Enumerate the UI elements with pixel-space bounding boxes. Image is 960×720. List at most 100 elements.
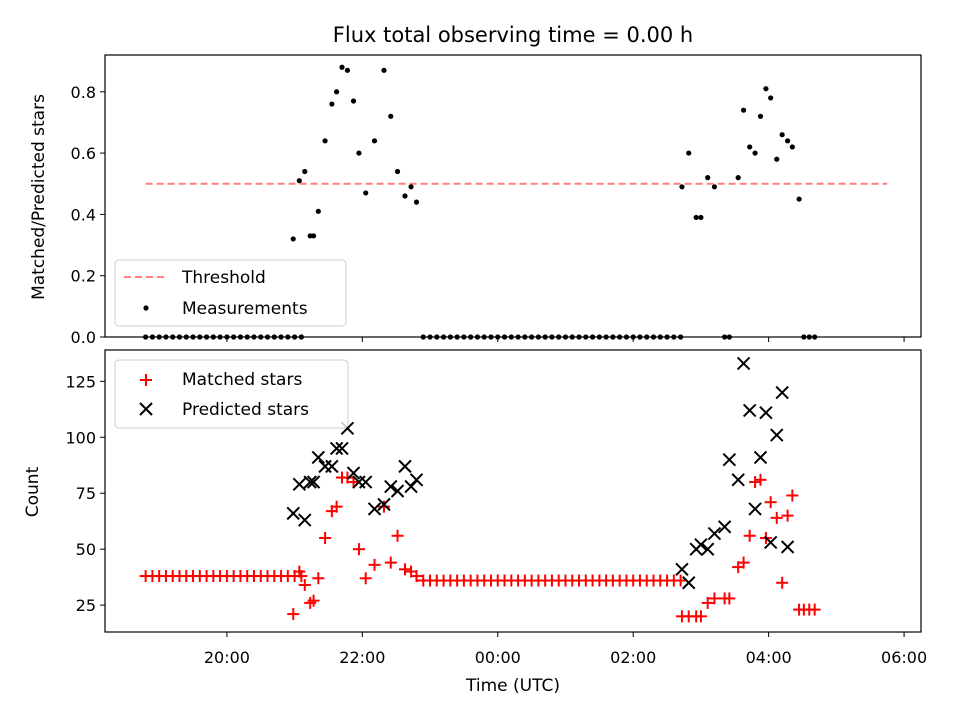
predicted-point (311, 450, 326, 465)
measurement-point (789, 144, 795, 150)
bottom-axes-frame (104, 349, 922, 633)
measurement-point (796, 196, 802, 202)
matched-point (359, 572, 372, 585)
predicted-point (682, 576, 696, 590)
predicted-point (367, 502, 382, 516)
chart-title: Flux total observing time = 0.00 h (333, 23, 693, 47)
predicted-point (731, 473, 745, 487)
predicted-point (359, 475, 373, 489)
measurement-point (315, 208, 321, 214)
matched-point (770, 511, 783, 524)
predicted-point (759, 405, 773, 420)
measurement-point (413, 199, 420, 205)
matched-point (347, 476, 360, 489)
predicted-point (335, 441, 349, 456)
y-tick-label: 75 (76, 484, 96, 503)
predicted-point (303, 475, 317, 489)
predicted-point (780, 540, 795, 554)
predicted-point (346, 466, 361, 480)
matched-point (743, 529, 756, 542)
measurement-point (735, 175, 741, 181)
measurement-point (747, 144, 753, 150)
predicted-point (292, 477, 307, 491)
matched-point (377, 500, 390, 513)
predicted-point (775, 385, 789, 400)
predicted-point (390, 484, 405, 498)
matched-point (694, 610, 707, 623)
matched-point (708, 592, 721, 605)
measurement-point (779, 132, 785, 138)
matched-point (330, 500, 343, 513)
measurement-point (350, 98, 357, 104)
predicted-point (329, 441, 344, 456)
y-tick-label: 0.2 (71, 267, 96, 286)
matched-point (319, 532, 332, 544)
measurement-point (763, 86, 769, 92)
measurement-point (698, 214, 704, 221)
matched-point (764, 496, 777, 509)
y-tick-label: 0.0 (71, 328, 96, 347)
measurement-point (752, 150, 758, 156)
y-tick-label: 50 (76, 540, 96, 559)
legend-predicted-label: Predicted stars (182, 400, 309, 420)
matched-point (737, 556, 750, 569)
measurement-point (339, 64, 345, 70)
matched-point (808, 603, 821, 616)
top-panel: Flux total observing time = 0.00 h Match… (29, 23, 922, 347)
measurement-point (356, 150, 362, 156)
predicted-point (325, 459, 339, 474)
matched-point (368, 558, 381, 571)
y-tick-label: 0.6 (71, 144, 96, 163)
measurement-point (679, 184, 685, 190)
matched-point (312, 572, 325, 585)
measurement-point (408, 184, 414, 190)
predicted-point (763, 535, 778, 550)
y-tick-label: 0.8 (71, 83, 96, 102)
predicted-point (770, 428, 784, 442)
predicted-point (717, 520, 732, 534)
y-tick-label: 100 (65, 428, 96, 447)
measurement-point (402, 193, 408, 199)
y-tick-label: 25 (76, 596, 96, 615)
predicted-point (700, 542, 715, 556)
predicted-point (398, 459, 412, 474)
matched-point (398, 563, 411, 576)
matched-point (674, 574, 687, 587)
matched-point (410, 570, 423, 583)
y-tick-label: 125 (65, 372, 96, 391)
y-tick-label: 0.4 (71, 205, 96, 224)
predicted-point (722, 452, 737, 467)
measurement-point (757, 113, 764, 119)
measurement-point (329, 101, 335, 107)
measurement-point (381, 67, 387, 73)
measurement-point (363, 190, 369, 196)
legend-matched-label: Matched stars (182, 370, 302, 390)
bottom-y-axis-label: Count (23, 466, 43, 517)
predicted-point (736, 356, 751, 371)
predicted-point (675, 562, 689, 577)
measurement-point (784, 138, 791, 144)
measurement-point (693, 214, 699, 221)
matched-point (352, 543, 365, 556)
x-tick-label: 22:00 (339, 648, 385, 667)
measurement-point (344, 67, 351, 73)
x-tick-label: 00:00 (475, 648, 521, 667)
x-tick-label: 02:00 (610, 648, 656, 667)
predicted-point (286, 506, 300, 521)
measurement-point (705, 175, 711, 181)
x-tick-label: 04:00 (746, 648, 792, 667)
measurement-point (296, 178, 302, 184)
bottom-x-ticks: 20:00 22:00 00:00 02:00 04:00 06:00 (204, 632, 927, 667)
matched-point (341, 471, 354, 484)
predicted-point (409, 473, 424, 487)
bottom-legend-box (114, 359, 349, 429)
matched-point (754, 473, 767, 486)
x-tick-label: 20:00 (204, 648, 250, 667)
x-axis-label: Time (UTC) (465, 676, 560, 696)
predicted-point (742, 403, 757, 418)
measurement-point (711, 184, 718, 190)
predicted-point (753, 450, 768, 465)
matched-point (391, 529, 404, 542)
predicted-point (318, 459, 332, 474)
